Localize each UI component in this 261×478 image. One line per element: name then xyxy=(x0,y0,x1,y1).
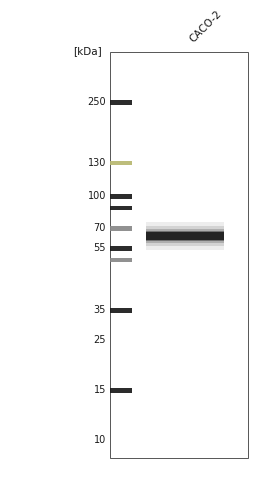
Bar xyxy=(110,161,132,165)
Bar xyxy=(146,226,224,246)
Text: 130: 130 xyxy=(88,158,106,168)
Text: 100: 100 xyxy=(88,191,106,201)
Bar xyxy=(146,222,224,250)
Text: 55: 55 xyxy=(93,243,106,253)
Text: [kDa]: [kDa] xyxy=(74,46,102,56)
Text: 250: 250 xyxy=(87,97,106,107)
Text: 35: 35 xyxy=(94,305,106,315)
Bar xyxy=(110,194,132,198)
Text: 70: 70 xyxy=(94,223,106,233)
Bar xyxy=(146,231,224,241)
Text: CACO-2: CACO-2 xyxy=(188,8,224,44)
Bar xyxy=(110,226,132,230)
Text: 10: 10 xyxy=(94,435,106,445)
Bar xyxy=(110,258,132,262)
Text: 15: 15 xyxy=(94,385,106,395)
Bar xyxy=(110,388,132,392)
Bar xyxy=(110,99,132,105)
Bar xyxy=(110,206,132,210)
Bar xyxy=(146,229,224,243)
Bar xyxy=(110,246,132,250)
Bar xyxy=(110,52,248,458)
Text: 25: 25 xyxy=(93,335,106,345)
Bar xyxy=(110,307,132,313)
Bar xyxy=(146,232,224,240)
